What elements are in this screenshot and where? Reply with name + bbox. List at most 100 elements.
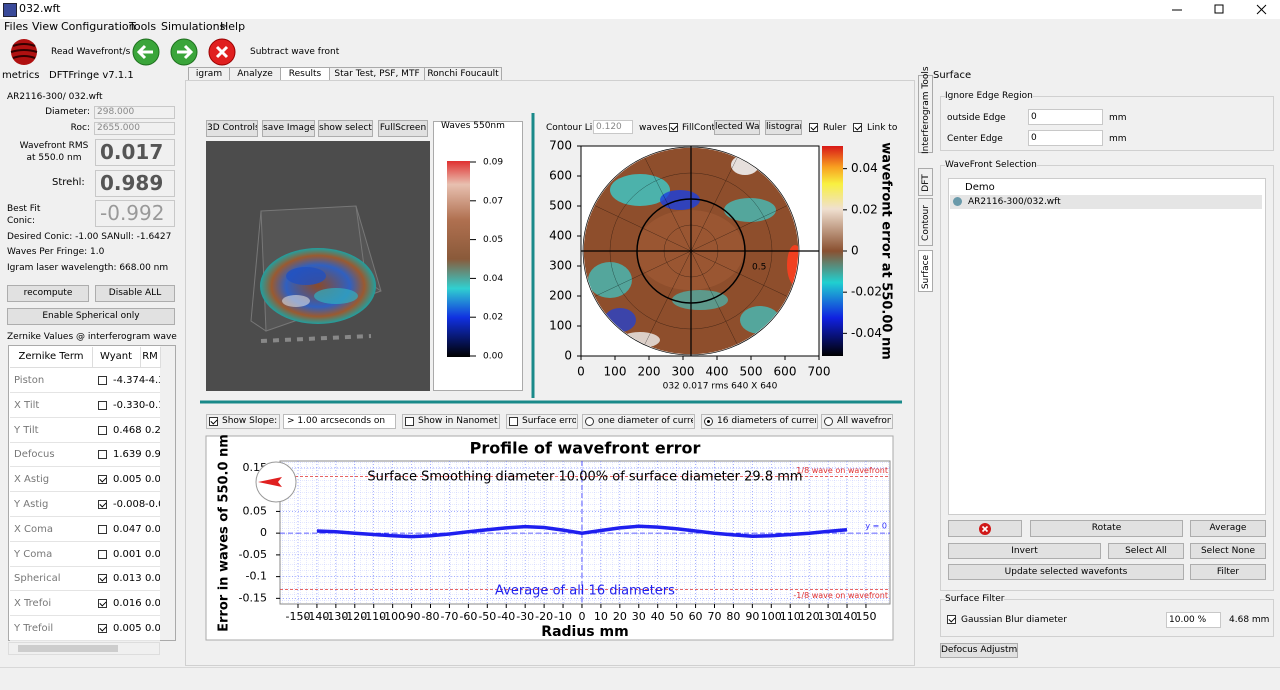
wyant-value: -4.374: [113, 375, 146, 386]
vertical-tab[interactable]: Interferogram Tools: [918, 66, 933, 154]
delete-icon: [979, 523, 991, 535]
main-tab[interactable]: Analyze: [229, 67, 281, 80]
spherical-button[interactable]: Enable Spherical only: [7, 308, 175, 325]
control-frame[interactable]: [582, 414, 695, 429]
strehl-value: 0.989: [95, 170, 175, 197]
radio-control[interactable]: [824, 417, 833, 426]
main-tab[interactable]: Star Test, PSF, MTF: [329, 67, 425, 80]
menu-item[interactable]: Configuration: [61, 20, 136, 33]
control-frame[interactable]: [402, 414, 500, 429]
link-checkbox[interactable]: [853, 123, 862, 132]
ruler-checkbox[interactable]: [809, 123, 818, 132]
toolbar-icons[interactable]: [0, 36, 350, 68]
control-label[interactable]: one diameter of current w: [598, 416, 693, 426]
scroll-thumb[interactable]: [18, 645, 118, 652]
blur-input[interactable]: 10.00 %: [1166, 612, 1221, 628]
control-label[interactable]: 16 diameters of current w: [717, 416, 816, 426]
control-label[interactable]: Show in Nanometers: [418, 416, 498, 426]
control-frame[interactable]: [506, 414, 578, 429]
view-button[interactable]: save Image: [262, 120, 315, 137]
zernike-checkbox[interactable]: [98, 450, 107, 460]
main-tab[interactable]: Ronchi Foucault: [424, 67, 502, 80]
view-button[interactable]: show selected: [318, 120, 373, 137]
radio-control[interactable]: [585, 417, 594, 426]
histogram-button[interactable]: listogram: [765, 120, 802, 135]
list-item[interactable]: AR2116-300/032.wft: [968, 197, 1061, 207]
zernike-checkbox[interactable]: [98, 624, 107, 633]
control-frame[interactable]: [701, 414, 818, 429]
vertical-tab[interactable]: Surface: [918, 250, 933, 292]
menu-item[interactable]: Tools: [129, 20, 157, 33]
wyant-value: 0.013: [113, 573, 142, 585]
average-button[interactable]: Average: [1190, 520, 1266, 537]
zernike-checkbox[interactable]: [98, 500, 107, 509]
dock-tab[interactable]: metrics: [2, 70, 40, 81]
wavefront-list: [948, 178, 1266, 515]
zernike-checkbox[interactable]: [98, 400, 107, 410]
recompute-button[interactable]: recompute: [7, 285, 89, 302]
subtract-wavefront-button[interactable]: Subtract wave front: [250, 47, 340, 57]
vertical-tab-label[interactable]: DFT: [921, 174, 931, 192]
radio-control[interactable]: [704, 417, 713, 426]
menu-item[interactable]: View: [32, 20, 59, 33]
rms-value: 0.0: [145, 523, 160, 535]
control-frame[interactable]: [206, 414, 280, 429]
view-button[interactable]: 3D Controls: [206, 120, 258, 137]
menu-item[interactable]: Simulations: [161, 20, 226, 33]
zernike-checkbox[interactable]: [98, 425, 107, 435]
scrollbar[interactable]: [160, 346, 175, 640]
rotate-button[interactable]: Rotate: [1030, 520, 1183, 537]
control-frame[interactable]: [821, 414, 893, 429]
vertical-tab[interactable]: DFT: [918, 168, 933, 196]
control-label[interactable]: All wavefronts: [837, 416, 891, 426]
menu-item[interactable]: Help: [220, 20, 246, 33]
surface-3d-view[interactable]: [206, 141, 430, 391]
control-label[interactable]: Surface error: [522, 416, 576, 426]
control-frame[interactable]: [283, 414, 396, 429]
check-mark: [99, 475, 107, 483]
legend-title: Waves 550nm: [441, 121, 505, 131]
filter-button[interactable]: Filter: [1190, 564, 1266, 580]
control-label[interactable]: Show Slope:: [222, 416, 278, 426]
select-all-button[interactable]: Select All: [1108, 543, 1184, 559]
blur-checkbox[interactable]: [947, 615, 956, 624]
zernike-checkbox[interactable]: [98, 574, 107, 584]
roc-field[interactable]: 2655.000: [94, 122, 175, 135]
zernike-checkbox[interactable]: [98, 475, 107, 485]
blur-label: Gaussian Blur diameter: [961, 615, 1067, 625]
dock-tab[interactable]: DFTFringe v7.1.1: [49, 70, 134, 81]
check-control[interactable]: [209, 417, 218, 426]
selected-button[interactable]: lected Wa: [714, 120, 760, 135]
defocus-button[interactable]: Defocus Adjustment: [940, 643, 1018, 658]
check-control[interactable]: [509, 417, 518, 426]
invert-button[interactable]: Invert: [948, 543, 1101, 559]
vertical-tab[interactable]: Contour: [918, 198, 933, 246]
diameter-field[interactable]: 298.000: [94, 106, 175, 119]
row-line: [10, 368, 160, 393]
outside-edge-input[interactable]: 0: [1028, 109, 1103, 125]
center-edge-input[interactable]: 0: [1028, 130, 1103, 146]
zernike-checkbox[interactable]: [98, 376, 107, 385]
control-label[interactable]: > 1.00 arcseconds on wa: [287, 416, 386, 426]
contour-step[interactable]: 0.120: [593, 120, 633, 134]
delete-button[interactable]: [948, 520, 1022, 537]
main-tab[interactable]: Results: [280, 67, 330, 80]
check-control[interactable]: [405, 417, 414, 426]
list-item-bg[interactable]: [950, 195, 1262, 209]
main-tab[interactable]: igram: [188, 67, 230, 80]
update-button[interactable]: Update selected wavefonts: [948, 564, 1184, 580]
vertical-tab-label[interactable]: Contour: [921, 205, 931, 241]
disable-all-button[interactable]: Disable ALL: [95, 285, 175, 302]
vertical-tab-label[interactable]: Surface: [921, 254, 931, 290]
zernike-checkbox[interactable]: [98, 524, 107, 534]
zernike-checkbox[interactable]: [98, 549, 107, 559]
window-controls[interactable]: [1160, 2, 1276, 17]
zernike-checkbox[interactable]: [98, 599, 107, 609]
menu-item[interactable]: Files: [4, 20, 29, 33]
view-button[interactable]: FullScreen: [378, 120, 428, 137]
select-none-button[interactable]: Select None: [1190, 543, 1266, 559]
vertical-tab-label[interactable]: Interferogram Tools: [921, 66, 931, 154]
read-wavefront-button[interactable]: Read Wavefront/s: [51, 47, 131, 57]
fill-checkbox[interactable]: [669, 123, 678, 132]
